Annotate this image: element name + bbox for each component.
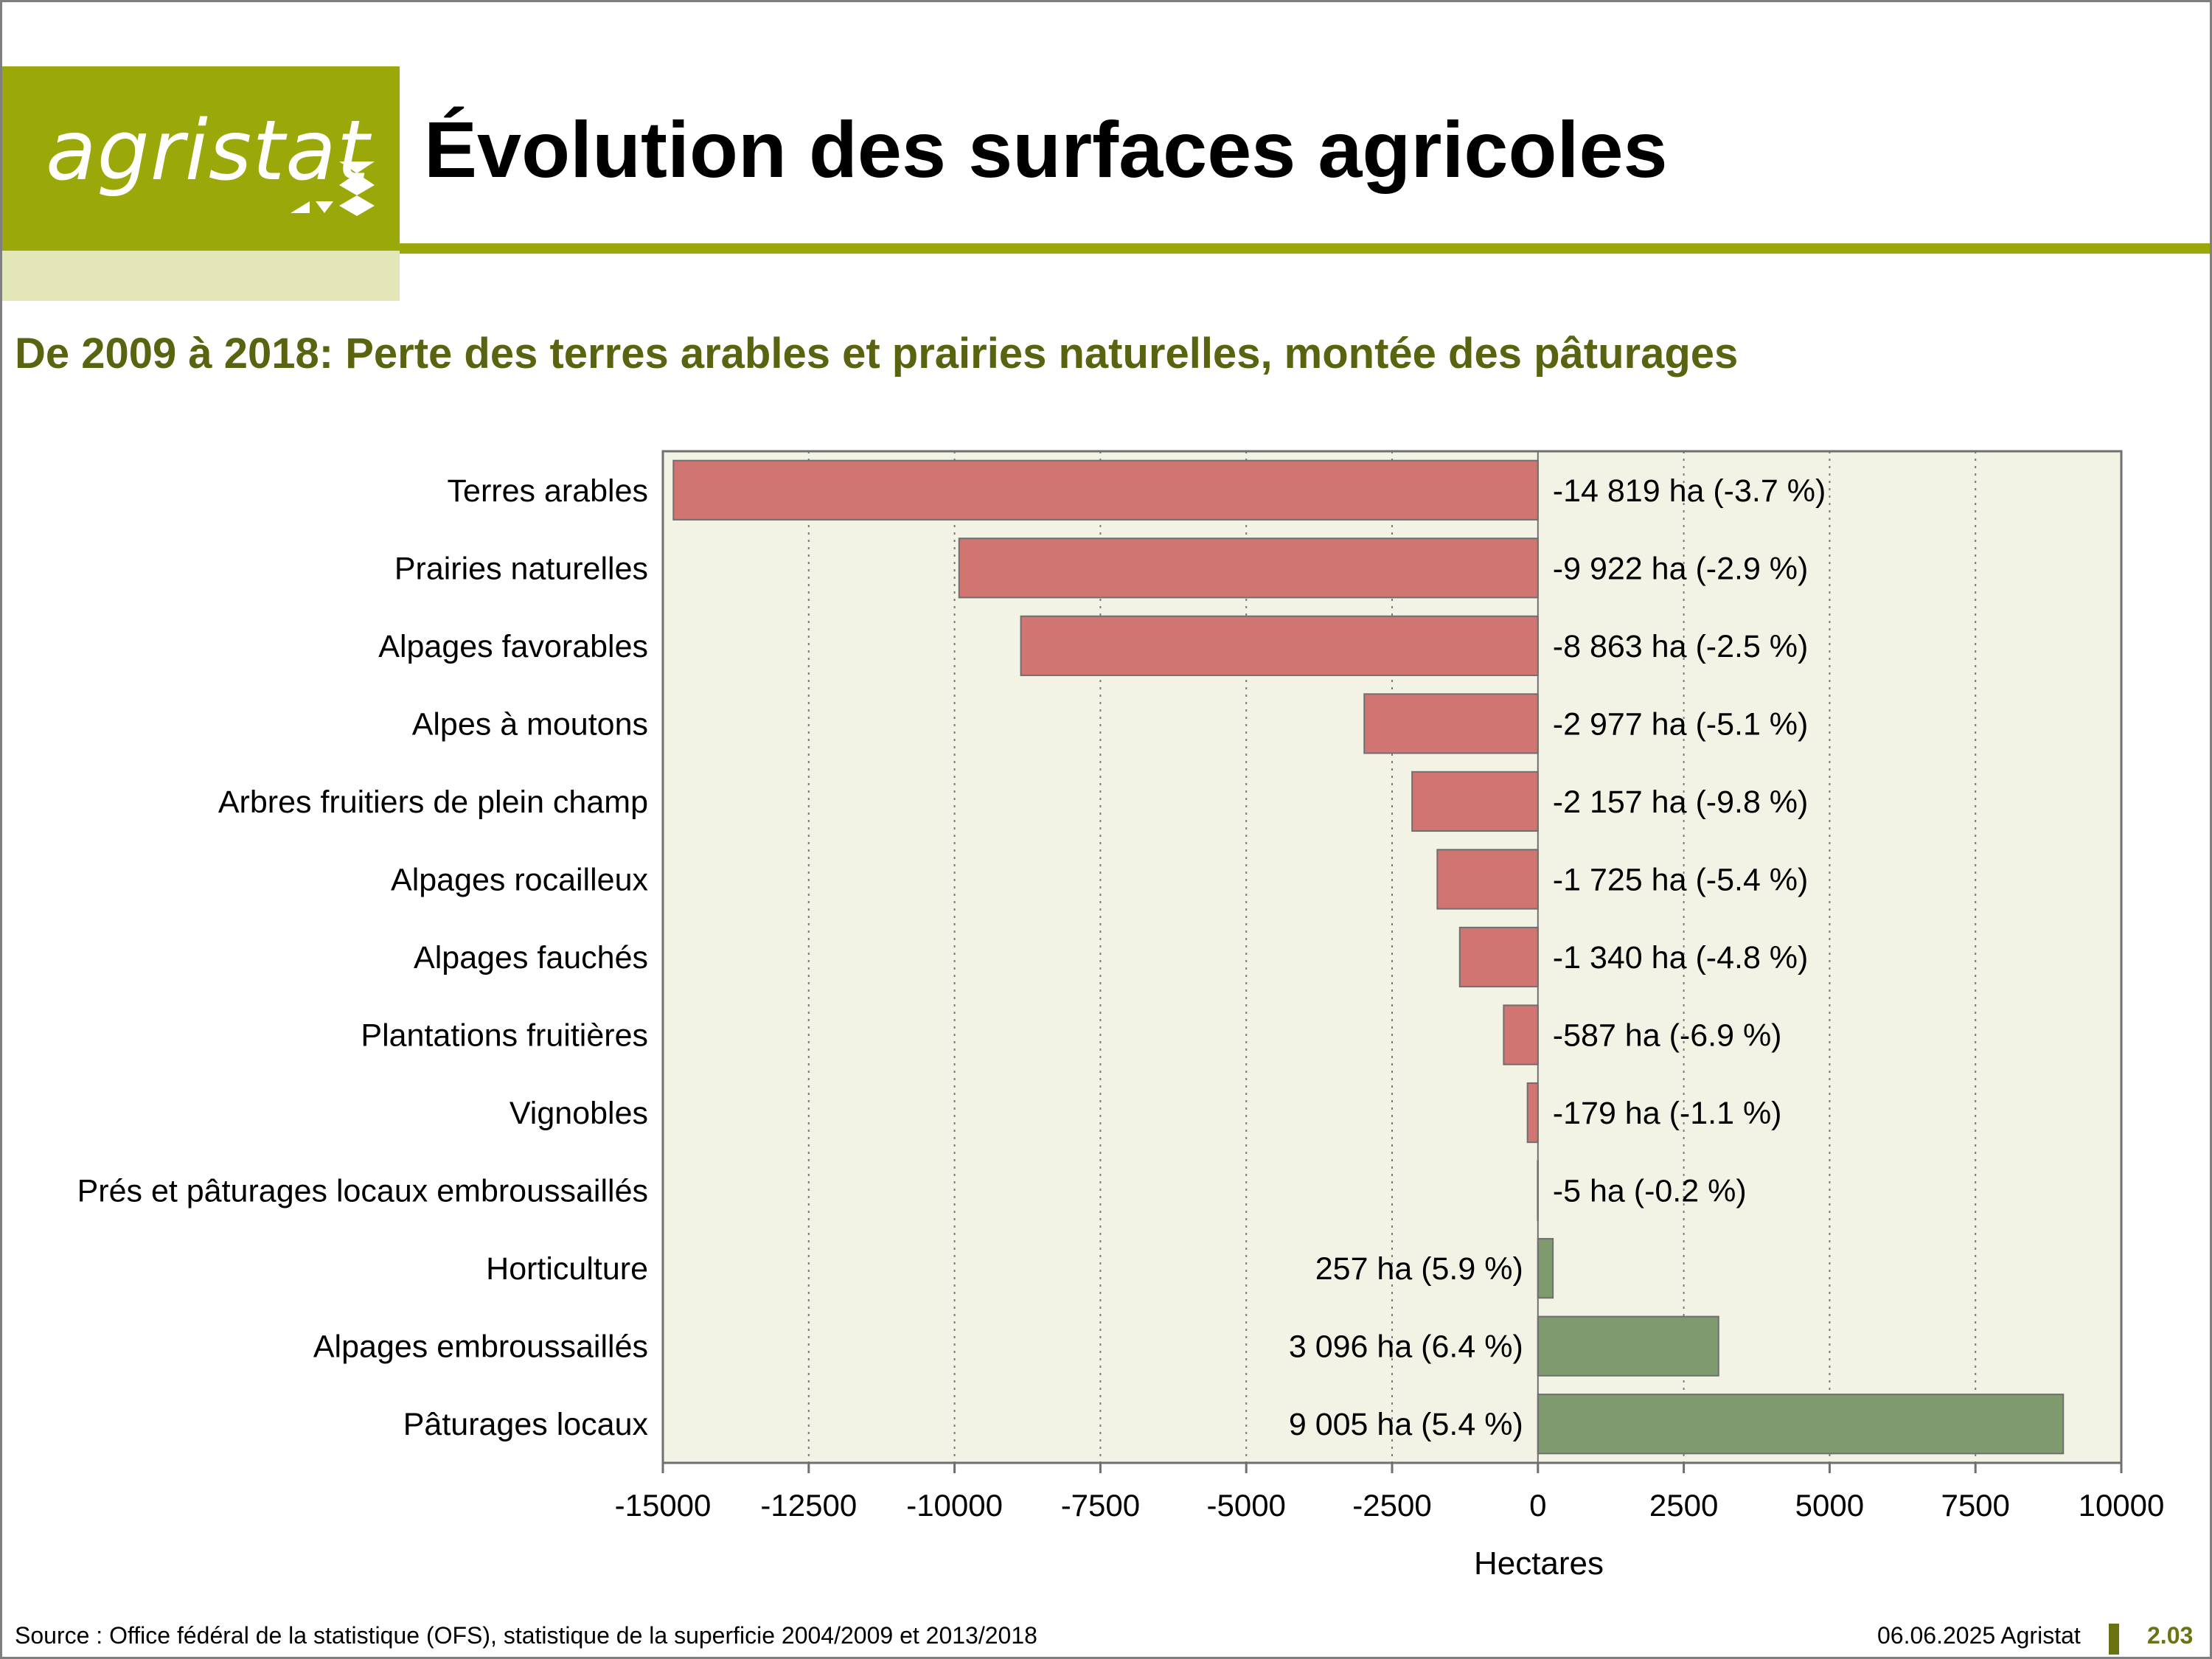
footer-date: 06.06.2025 Agristat — [1877, 1622, 2081, 1649]
x-tick-label: 2500 — [1649, 1488, 1718, 1523]
category-label: Arbres fruitiers de plein champ — [218, 785, 648, 820]
data-label: -5 ha (-0.2 %) — [1553, 1174, 1747, 1209]
source-note: Source : Office fédéral de la statistiqu… — [15, 1622, 1037, 1649]
x-tick-label: 7500 — [1941, 1488, 2009, 1523]
data-label: -587 ha (-6.9 %) — [1553, 1018, 1782, 1054]
x-tick-label: -7500 — [1061, 1488, 1140, 1523]
bar — [958, 538, 1539, 599]
category-label: Alpes à moutons — [412, 706, 648, 742]
category-label: Prairies naturelles — [394, 551, 648, 586]
footer-divider — [2109, 1624, 2119, 1655]
bar — [1436, 849, 1539, 910]
bar — [1537, 1315, 1719, 1377]
category-label: Alpages rocailleux — [391, 862, 648, 897]
category-label: Alpages embroussaillés — [313, 1329, 648, 1365]
data-label: 3 096 ha (6.4 %) — [1289, 1329, 1523, 1365]
logo: agristat — [46, 103, 370, 199]
title-rule — [400, 243, 2212, 254]
x-tick-label: 0 — [1529, 1488, 1546, 1523]
bar — [672, 459, 1539, 521]
category-label: Vignobles — [509, 1096, 648, 1131]
x-tick-label: 5000 — [1795, 1488, 1864, 1523]
data-label: -9 922 ha (-2.9 %) — [1553, 551, 1809, 586]
x-tick-label: -2500 — [1352, 1488, 1431, 1523]
data-label: -2 977 ha (-5.1 %) — [1553, 706, 1809, 742]
bar — [1458, 926, 1539, 988]
data-label: -179 ha (-1.1 %) — [1553, 1096, 1782, 1131]
page-title: Évolution des surfaces agricoles — [424, 105, 1668, 194]
data-label: -8 863 ha (-2.5 %) — [1553, 629, 1809, 664]
category-label: Pâturages locaux — [403, 1407, 649, 1442]
data-label: -2 157 ha (-9.8 %) — [1553, 785, 1809, 820]
data-label: -1 340 ha (-4.8 %) — [1553, 940, 1809, 975]
category-label: Prés et pâturages locaux embroussaillés — [77, 1174, 648, 1209]
data-label: 257 ha (5.9 %) — [1315, 1251, 1523, 1287]
bar — [1020, 615, 1539, 676]
data-label: -14 819 ha (-3.7 %) — [1553, 473, 1826, 509]
bar — [1503, 1004, 1539, 1065]
category-label: Alpages favorables — [378, 629, 648, 664]
category-label: Plantations fruitières — [361, 1018, 648, 1054]
agristat-mark-icon — [291, 161, 375, 216]
bar — [1363, 693, 1539, 754]
x-tick-label: -5000 — [1206, 1488, 1285, 1523]
logo-block — [1, 66, 400, 251]
x-tick-label: -10000 — [906, 1488, 1003, 1523]
page-subtitle: De 2009 à 2018: Perte des terres arables… — [15, 330, 1739, 378]
category-label: Terres arables — [448, 473, 648, 509]
category-label: Alpages fauchés — [414, 940, 648, 975]
category-label: Horticulture — [486, 1251, 648, 1287]
page-number: 2.03 — [2147, 1622, 2194, 1649]
x-tick-label: -15000 — [615, 1488, 712, 1523]
logo-underlay — [1, 251, 400, 301]
x-axis-title: Hectares — [1474, 1545, 1604, 1582]
data-label: -1 725 ha (-5.4 %) — [1553, 862, 1809, 897]
x-tick-label: -12500 — [760, 1488, 857, 1523]
bar — [1537, 1394, 2065, 1455]
data-label: 9 005 ha (5.4 %) — [1289, 1407, 1523, 1442]
x-tick-label: 10000 — [2079, 1488, 2165, 1523]
